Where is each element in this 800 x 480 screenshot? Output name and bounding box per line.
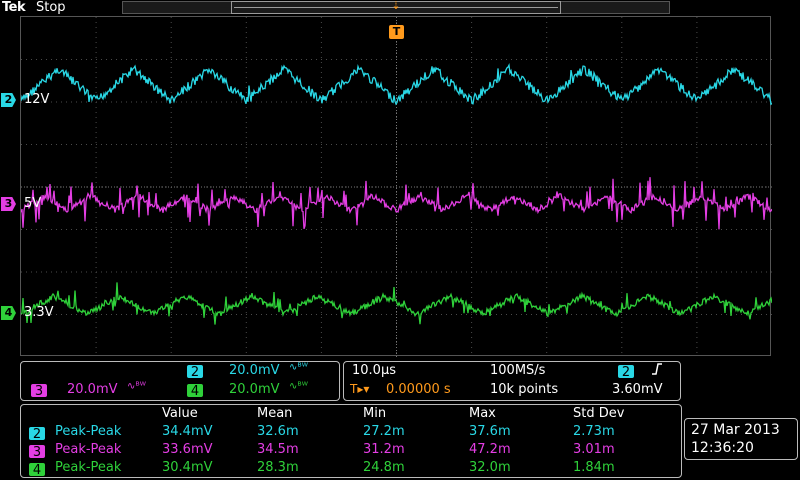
trigger-marker-icon: T [389,25,404,39]
row-type: Peak-Peak [55,460,122,475]
row-type: Peak-Peak [55,424,122,439]
row-max: 47.2m [469,442,511,457]
timebase-panel[interactable]: 10.0µs 100MS/s 2 T▸▾ 0.00000 s 10k point… [343,361,681,401]
ch2-marker-icon[interactable]: 2 [1,93,16,107]
trigger-source-badge: 2 [618,365,634,380]
sample-rate: 100MS/s [490,363,546,378]
col-header-min: Min [363,406,387,421]
row-std-dev: 2.73m [573,424,615,439]
row-type: Peak-Peak [55,442,122,457]
trigger-position-label-icon: T▸▾ [350,382,370,396]
ch3-label: 5V [24,196,42,211]
brand-logo: Tek [2,0,26,15]
graticule [21,17,772,357]
row-channel-badge: 4 [29,463,45,478]
row-channel-badge: 2 [29,427,45,442]
row-mean: 32.6m [257,424,299,439]
row-channel-badge: 3 [29,445,45,460]
acquisition-state: Stop [36,0,66,15]
measurement-panel[interactable]: Value Mean Min Max Std Dev 2 Peak-Peak 3… [20,404,682,478]
trigger-delay: 0.00000 s [386,382,451,397]
row-std-dev: 1.84m [573,460,615,475]
ch3-marker-icon[interactable]: 3 [1,197,16,211]
ch2-trace [21,63,772,106]
status-bar: Tek Stop ⇣ [0,0,800,16]
horizontal-scale: 10.0µs [352,363,396,378]
ch4-scale: 20.0mV [229,382,280,397]
time-display: 12:36:20 [691,440,754,456]
row-mean: 28.3m [257,460,299,475]
record-view-window [231,1,561,14]
vertical-scale-panel[interactable]: 2 20.0mV ∿ᴮᵂ 3 20.0mV ∿ᴮᵂ 4 20.0mV ∿ᴮᵂ [20,361,340,401]
col-header-max: Max [469,406,496,421]
ch2-label: 12V [24,92,50,107]
datetime-panel: 27 Mar 2013 12:36:20 [684,418,798,460]
waveform-display [20,16,772,357]
row-mean: 34.5m [257,442,299,457]
row-value: 34.4mV [162,424,213,439]
row-value: 30.4mV [162,460,213,475]
date-display: 27 Mar 2013 [691,422,780,438]
trigger-position-icon: ⇣ [391,0,401,12]
col-header-mean: Mean [257,406,293,421]
row-value: 33.6mV [162,442,213,457]
ch3-bandwidth-limit-icon: ∿ᴮᵂ [127,381,146,392]
row-max: 32.0m [469,460,511,475]
ch4-trace [21,282,772,325]
row-min: 31.2m [363,442,405,457]
row-max: 37.6m [469,424,511,439]
record-length: 10k points [490,382,559,397]
ch2-badge: 2 [187,365,203,380]
ch4-label: 3.3V [24,305,54,320]
rising-edge-icon [650,362,664,380]
trigger-level: 3.60mV [612,382,663,397]
row-std-dev: 3.01m [573,442,615,457]
ch2-bandwidth-limit-icon: ∿ᴮᵂ [289,362,308,373]
ch3-badge: 3 [31,384,47,399]
row-min: 27.2m [363,424,405,439]
ch3-scale: 20.0mV [67,382,118,397]
ch4-marker-icon[interactable]: 4 [1,306,16,320]
ch3-trace [21,177,772,230]
col-header-std-dev: Std Dev [573,406,625,421]
ch4-badge: 4 [187,384,203,399]
col-header-value: Value [162,406,198,421]
ch4-bandwidth-limit-icon: ∿ᴮᵂ [289,381,308,392]
ch2-scale: 20.0mV [229,363,280,378]
row-min: 24.8m [363,460,405,475]
